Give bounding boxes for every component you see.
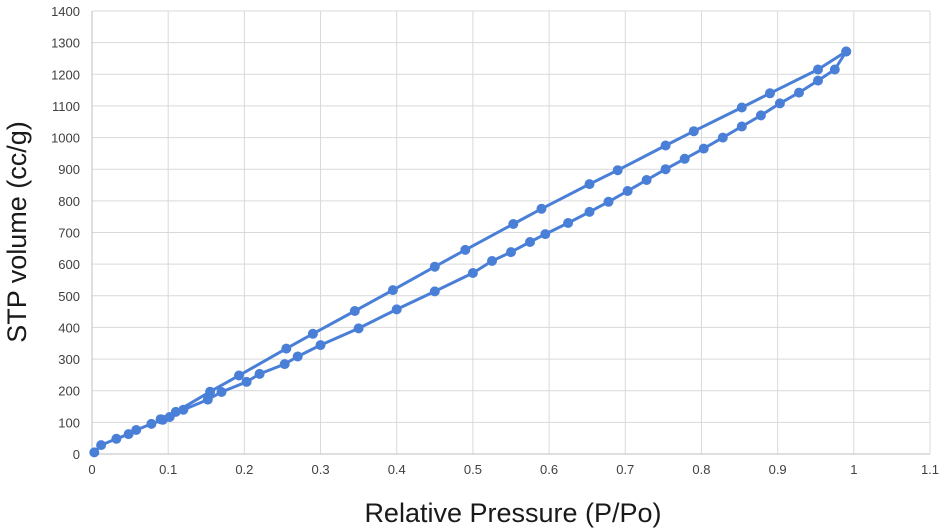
data-point — [622, 186, 633, 196]
data-point — [755, 110, 766, 121]
x-tick-label: 0.7 — [616, 462, 634, 477]
x-tick-label: 1.1 — [921, 462, 939, 477]
data-point — [813, 75, 823, 86]
data-point — [96, 440, 107, 451]
data-point — [353, 323, 364, 334]
x-tick-label: 0 — [88, 462, 95, 477]
series-line-1 — [159, 50, 848, 421]
data-point — [603, 196, 614, 207]
x-axis-title: Relative Pressure (P/Po) — [364, 498, 661, 528]
x-tick-label: 0.8 — [692, 462, 710, 477]
data-point — [429, 286, 440, 297]
y-tick-label: 1300 — [51, 36, 80, 51]
data-point — [349, 306, 360, 316]
data-point — [202, 394, 213, 405]
data-point — [508, 219, 519, 229]
data-point — [660, 164, 671, 175]
data-point — [536, 203, 547, 214]
data-point — [584, 206, 595, 217]
x-tick-label: 0.1 — [159, 462, 177, 477]
y-tick-label: 1400 — [51, 4, 80, 19]
y-tick-label: 300 — [58, 352, 80, 367]
data-point — [89, 447, 100, 458]
y-tick-label: 1100 — [52, 99, 80, 114]
data-point — [679, 153, 690, 164]
y-tick-label: 400 — [58, 320, 80, 335]
data-point — [387, 285, 398, 296]
data-point — [123, 429, 134, 440]
data-point — [813, 64, 823, 75]
data-point — [584, 179, 595, 190]
data-point — [641, 175, 652, 185]
data-point — [612, 165, 623, 176]
y-axis-title: STP volume (cc/g) — [2, 121, 32, 343]
y-tick-label: 100 — [58, 415, 80, 430]
data-point — [178, 404, 189, 415]
data-point — [765, 88, 775, 99]
y-tick-label: 500 — [58, 289, 80, 304]
data-point — [487, 256, 497, 266]
data-point — [131, 425, 142, 435]
data-point — [254, 368, 265, 379]
x-tick-label: 0.4 — [388, 462, 406, 477]
data-point — [170, 406, 181, 417]
data-point — [292, 351, 303, 362]
y-tick-label: 200 — [58, 384, 80, 399]
data-point — [736, 102, 747, 113]
data-point — [155, 414, 166, 425]
data-point — [717, 132, 728, 143]
y-tick-label: 1200 — [51, 67, 80, 82]
data-point — [563, 218, 574, 228]
data-point — [234, 370, 244, 381]
data-point — [281, 343, 292, 354]
gridlines — [92, 10, 931, 454]
data-point — [241, 376, 252, 387]
x-tick-label: 0.6 — [540, 462, 558, 477]
x-tick-label: 1 — [850, 462, 857, 477]
data-point — [315, 340, 326, 351]
y-tick-label: 900 — [58, 162, 80, 177]
data-point — [829, 64, 840, 75]
y-tick-label: 700 — [58, 226, 80, 241]
data-point — [506, 247, 516, 258]
y-tick-label: 800 — [58, 194, 80, 209]
data-point — [391, 304, 402, 315]
data-point — [307, 328, 318, 339]
y-tick-label: 0 — [73, 447, 80, 462]
data-point — [660, 140, 671, 151]
data-point — [736, 121, 747, 132]
axes: 0 0.1 0.2 0.3 0.4 0.5 0.6 0.7 0.8 0.9 1 1.1 0 100 200 3… — [51, 4, 939, 477]
data-point — [146, 418, 157, 429]
data-point — [774, 98, 785, 109]
x-tick-label: 0.9 — [769, 462, 787, 477]
data-point — [540, 229, 551, 240]
data-point — [216, 387, 227, 397]
x-tick-label: 0.3 — [312, 462, 330, 477]
data-point — [525, 237, 535, 247]
data-point — [279, 359, 290, 370]
data-point — [467, 268, 478, 278]
data-points — [89, 46, 852, 458]
x-tick-label: 0.5 — [464, 462, 482, 477]
data-point — [111, 433, 122, 444]
data-point — [794, 87, 804, 98]
data-point — [841, 46, 852, 57]
data-point — [698, 143, 709, 154]
y-tick-label: 1000 — [51, 131, 80, 146]
data-point — [688, 126, 699, 137]
data-point — [429, 261, 440, 272]
x-tick-label: 0.2 — [235, 462, 253, 477]
data-point — [460, 244, 471, 255]
data-point — [205, 386, 216, 397]
y-tick-label: 600 — [58, 257, 80, 272]
